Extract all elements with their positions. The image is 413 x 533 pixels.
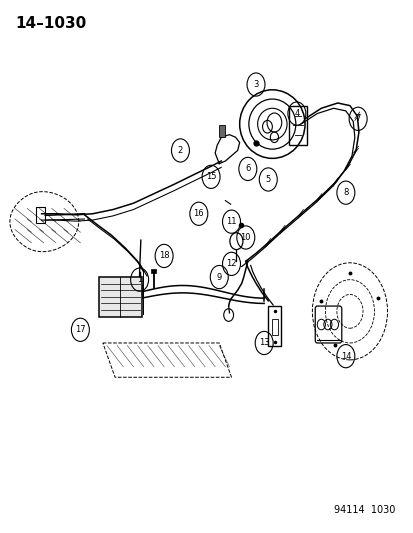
Bar <box>288 106 306 145</box>
Bar <box>219 125 224 137</box>
Text: 14–1030: 14–1030 <box>15 16 86 31</box>
Text: 4: 4 <box>294 109 299 118</box>
Text: 94114  1030: 94114 1030 <box>333 505 394 515</box>
Text: 3: 3 <box>253 80 258 89</box>
Text: 9: 9 <box>216 272 221 281</box>
Text: 10: 10 <box>240 233 250 242</box>
Text: 15: 15 <box>205 172 216 181</box>
Text: 6: 6 <box>244 164 250 173</box>
Text: 8: 8 <box>342 188 348 197</box>
Text: 18: 18 <box>159 252 169 261</box>
Bar <box>99 277 141 317</box>
Text: 12: 12 <box>226 260 236 268</box>
Text: 17: 17 <box>75 325 85 334</box>
Bar <box>268 306 281 345</box>
Text: 13: 13 <box>258 338 269 348</box>
Text: 7: 7 <box>355 114 360 123</box>
Text: 1: 1 <box>137 275 142 284</box>
Bar <box>36 207 45 223</box>
Text: 2: 2 <box>178 146 183 155</box>
Text: 14: 14 <box>340 352 350 361</box>
Bar <box>151 269 156 273</box>
Bar <box>271 319 278 335</box>
Text: 5: 5 <box>265 175 270 184</box>
Text: 11: 11 <box>226 217 236 226</box>
Text: 16: 16 <box>193 209 204 218</box>
